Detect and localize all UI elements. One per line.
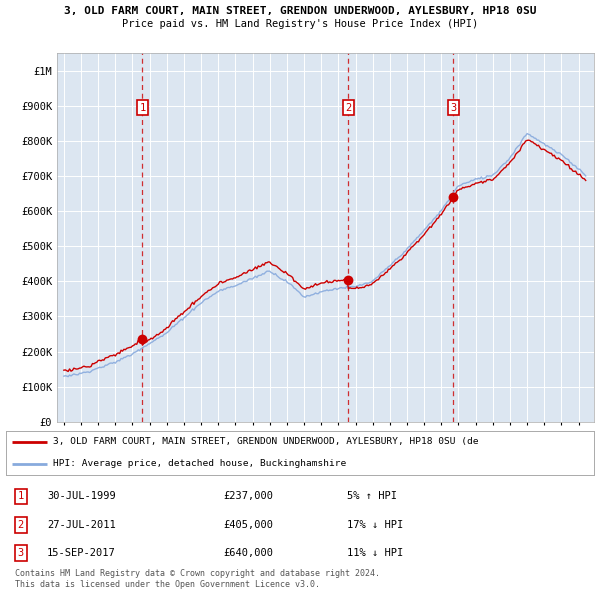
Text: 3: 3	[451, 103, 457, 113]
Text: This data is licensed under the Open Government Licence v3.0.: This data is licensed under the Open Gov…	[15, 581, 320, 589]
Text: Contains HM Land Registry data © Crown copyright and database right 2024.: Contains HM Land Registry data © Crown c…	[15, 569, 380, 578]
Text: 17% ↓ HPI: 17% ↓ HPI	[347, 520, 403, 530]
Text: 30-JUL-1999: 30-JUL-1999	[47, 491, 116, 502]
Point	[137, 334, 147, 343]
Text: Price paid vs. HM Land Registry's House Price Index (HPI): Price paid vs. HM Land Registry's House …	[122, 19, 478, 29]
Text: £237,000: £237,000	[224, 491, 274, 502]
Point	[344, 275, 353, 284]
Text: 3, OLD FARM COURT, MAIN STREET, GRENDON UNDERWOOD, AYLESBURY, HP18 0SU: 3, OLD FARM COURT, MAIN STREET, GRENDON …	[64, 6, 536, 16]
Text: HPI: Average price, detached house, Buckinghamshire: HPI: Average price, detached house, Buck…	[53, 460, 346, 468]
Text: 1: 1	[139, 103, 146, 113]
Text: £640,000: £640,000	[224, 548, 274, 558]
Text: 5% ↑ HPI: 5% ↑ HPI	[347, 491, 397, 502]
Text: 3, OLD FARM COURT, MAIN STREET, GRENDON UNDERWOOD, AYLESBURY, HP18 0SU (de: 3, OLD FARM COURT, MAIN STREET, GRENDON …	[53, 437, 479, 446]
Point	[449, 192, 458, 202]
Text: 15-SEP-2017: 15-SEP-2017	[47, 548, 116, 558]
Text: 11% ↓ HPI: 11% ↓ HPI	[347, 548, 403, 558]
Text: 2: 2	[345, 103, 352, 113]
Text: 3: 3	[17, 548, 24, 558]
Text: £405,000: £405,000	[224, 520, 274, 530]
Text: 2: 2	[17, 520, 24, 530]
Text: 27-JUL-2011: 27-JUL-2011	[47, 520, 116, 530]
Text: 1: 1	[17, 491, 24, 502]
